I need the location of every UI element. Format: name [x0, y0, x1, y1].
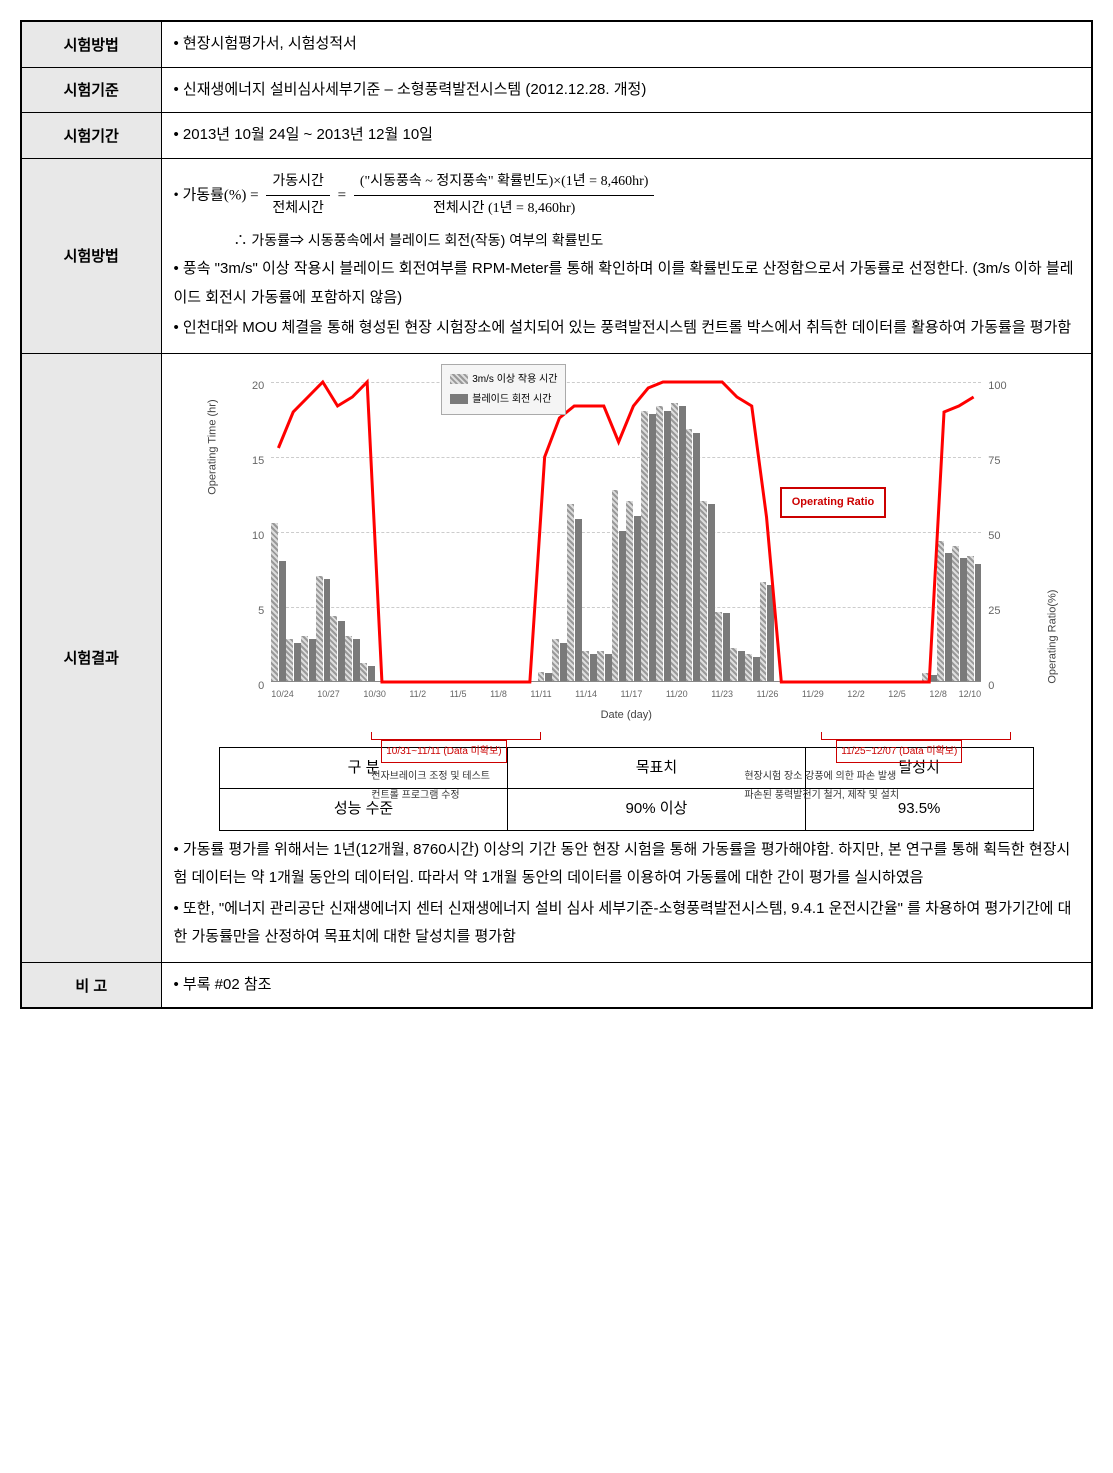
chart-line [271, 382, 981, 682]
result-p1: • 가동률 평가를 위해서는 1년(12개월, 8760시간) 이상의 기간 동… [174, 836, 1080, 893]
cell-test-result: 3m/s 이상 작용 시간 블레이드 회전 시간 Operating Ratio… [161, 353, 1092, 962]
cell-test-period: • 2013년 10월 24일 ~ 2013년 12월 10일 [161, 113, 1092, 159]
row-label-test-method-1: 시험방법 [21, 21, 161, 67]
formula-lead: • 가동률(%) = [174, 187, 259, 203]
y-left-label: Operating Time (hr) [203, 399, 224, 494]
method-p1: • 풍속 "3m/s" 이상 작용시 블레이드 회전여부를 RPM-Meter를… [174, 255, 1080, 312]
fraction-1: 가동시간 전체시간 [266, 169, 330, 223]
annotation-1: 10/31~11/11 (Data 미확보) [381, 740, 506, 763]
note-row: 전자브레이크 조정 및 테스트컨트롤 프로그램 수정 현장시험 장소 강풍에 의… [271, 767, 981, 805]
x-axis-title: Date (day) [271, 705, 981, 726]
eq-sign: = [338, 187, 350, 203]
note-1: 전자브레이크 조정 및 테스트컨트롤 프로그램 수정 [371, 767, 544, 805]
result-p2: • 또한, "에너지 관리공단 신재생에너지 센터 신재생에너지 설비 심사 세… [174, 895, 1080, 952]
therefore-line: ∴ 가동률⇒ 시동풍속에서 블레이드 회전(작동) 여부의 확률빈도 [174, 227, 1080, 254]
legend-swatch-1 [450, 374, 468, 384]
legend-label-2: 블레이드 회전 시간 [472, 390, 551, 409]
cell-test-method-2: • 가동률(%) = 가동시간 전체시간 = ("시동풍속 ~ 정지풍속" 확률… [161, 158, 1092, 353]
legend-swatch-2 [450, 394, 468, 404]
method-p2: • 인천대와 MOU 체결을 통해 형성된 현장 시험장소에 설치되어 있는 풍… [174, 314, 1080, 343]
formula-line: • 가동률(%) = 가동시간 전체시간 = ("시동풍속 ~ 정지풍속" 확률… [174, 169, 659, 223]
chart-plot: 05101520 0255075100 Operating Time (hr) … [271, 382, 981, 682]
operating-chart: 3m/s 이상 작용 시간 블레이드 회전 시간 Operating Ratio… [216, 372, 1036, 732]
operating-ratio-callout: Operating Ratio [780, 487, 887, 518]
annotation-row: 10/31~11/11 (Data 미확보) 11/25~12/07 (Data… [271, 732, 981, 763]
cell-remark: • 부록 #02 참조 [161, 962, 1092, 1008]
row-label-test-standard: 시험기준 [21, 67, 161, 113]
x-axis-labels: 10/2410/2710/3011/211/511/811/1111/1411/… [271, 686, 981, 703]
y-axis-left: 05101520 [231, 382, 266, 682]
row-label-test-method-2: 시험방법 [21, 158, 161, 353]
y-axis-right: 0255075100 [986, 382, 1026, 682]
row-label-remark: 비 고 [21, 962, 161, 1008]
chart-legend: 3m/s 이상 작용 시간 블레이드 회전 시간 [441, 364, 566, 415]
row-label-test-period: 시험기간 [21, 113, 161, 159]
spec-table: 시험방법 • 현장시험평가서, 시험성적서 시험기준 • 신재생에너지 설비심사… [20, 20, 1093, 1009]
cell-test-method-1: • 현장시험평가서, 시험성적서 [161, 21, 1092, 67]
cell-test-standard: • 신재생에너지 설비심사세부기준 – 소형풍력발전시스템 (2012.12.2… [161, 67, 1092, 113]
fraction-2: ("시동풍속 ~ 정지풍속" 확률빈도)×(1년 = 8,460hr) 전체시간… [354, 169, 655, 223]
row-label-test-result: 시험결과 [21, 353, 161, 962]
y-right-label: Operating Ratio(%) [1043, 589, 1064, 683]
legend-label-1: 3m/s 이상 작용 시간 [472, 370, 557, 389]
annotation-2: 11/25~12/07 (Data 미확보) [836, 740, 962, 763]
note-2: 현장시험 장소 강풍에 의한 파손 발생파손된 풍력발전기 철거, 제작 및 설… [744, 767, 981, 805]
